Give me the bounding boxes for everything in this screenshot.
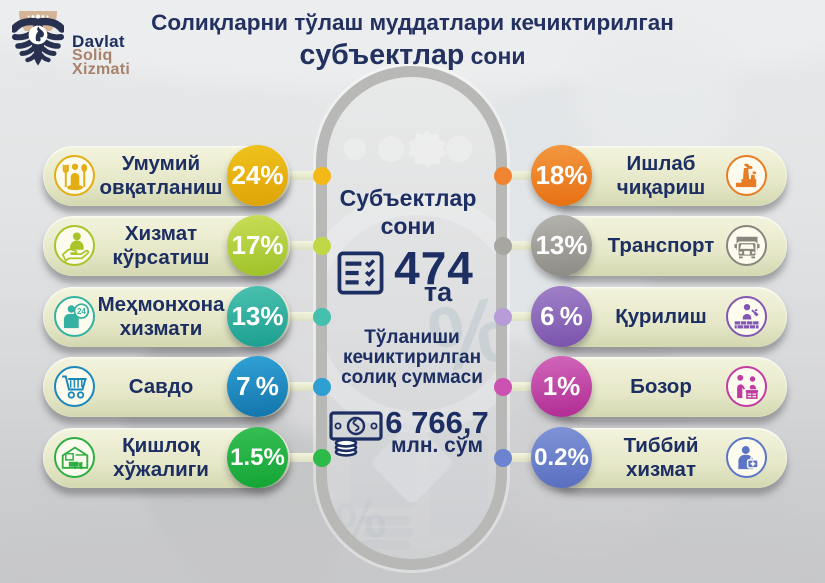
svg-text:24: 24: [76, 307, 85, 316]
